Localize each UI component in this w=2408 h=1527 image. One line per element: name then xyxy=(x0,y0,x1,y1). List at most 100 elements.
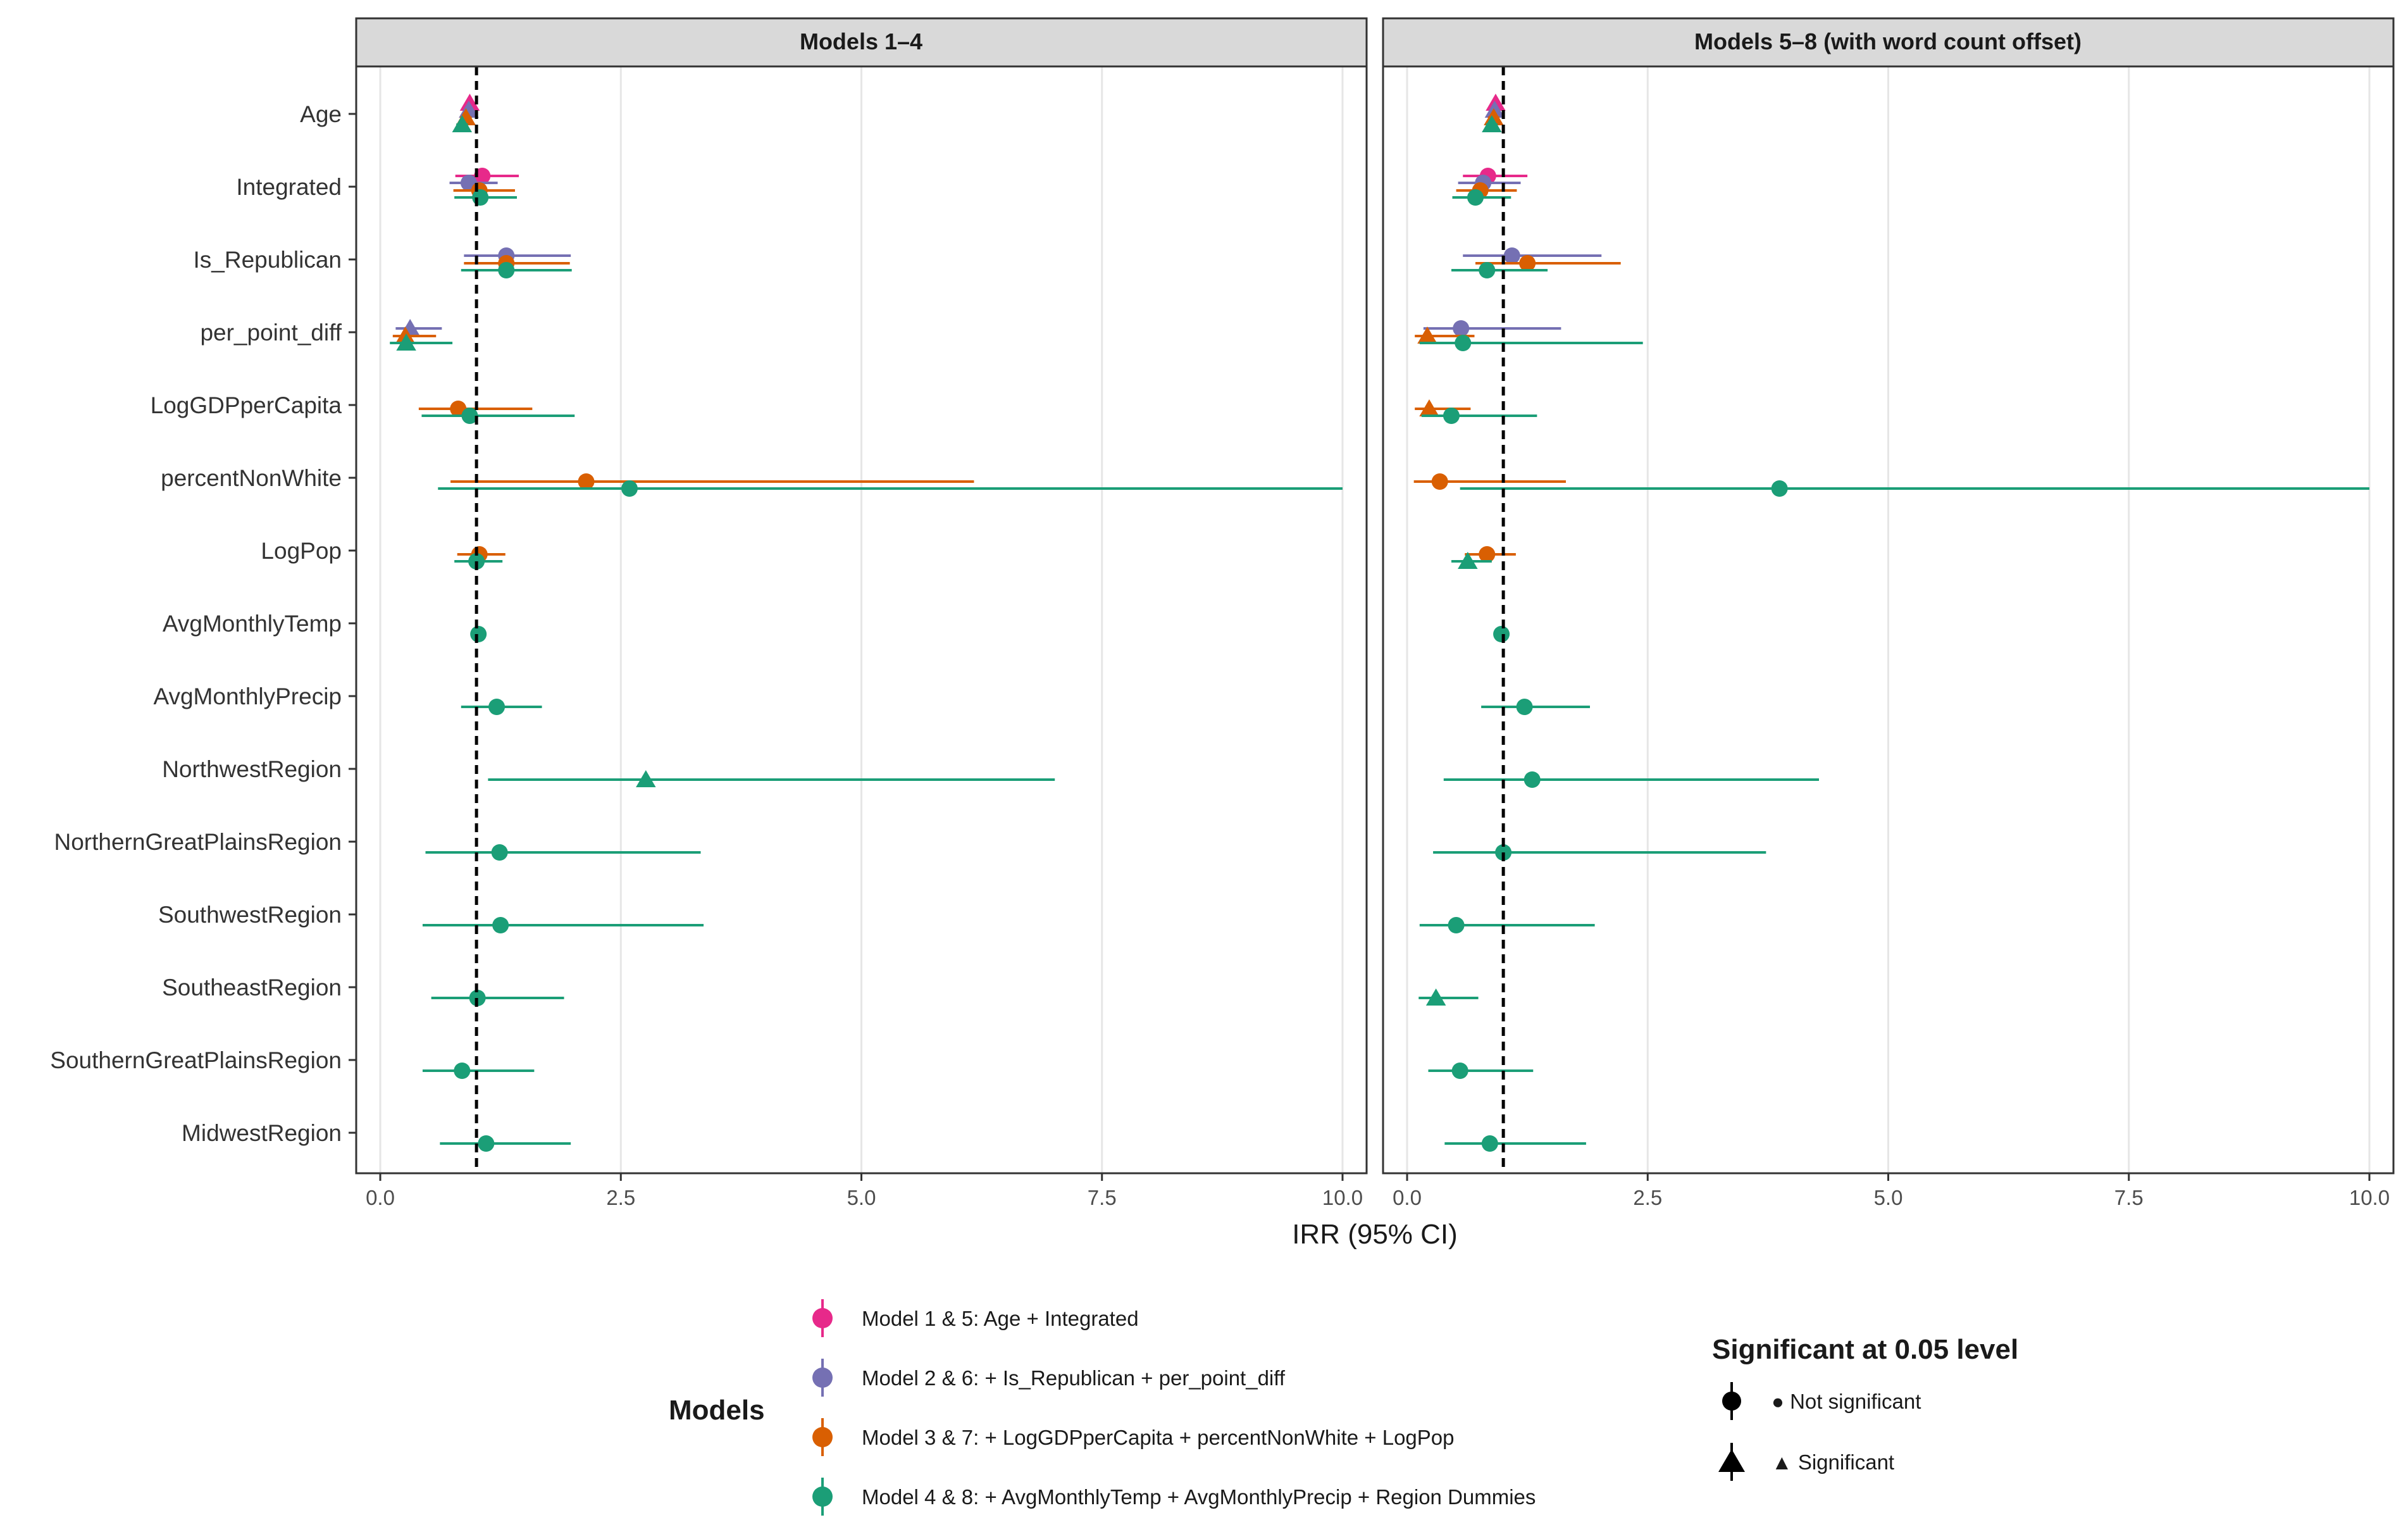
estimate-Is_Republican-model-2 xyxy=(1463,247,1602,264)
x-tick-label: 5.0 xyxy=(1874,1186,1903,1209)
point-not-significant xyxy=(1431,473,1448,490)
category-label: SoutheastRegion xyxy=(162,975,342,1000)
estimate-AvgMonthlyTemp-model-4 xyxy=(470,626,487,642)
legend-key-point xyxy=(812,1368,833,1388)
point-not-significant xyxy=(472,189,489,206)
x-axis-title: IRR (95% CI) xyxy=(1292,1219,1458,1250)
estimate-LogPop-model-4 xyxy=(1451,552,1492,569)
legend-label: Model 1 & 5: Age + Integrated xyxy=(862,1307,1139,1330)
point-not-significant xyxy=(491,844,508,861)
x-tick-label: 7.5 xyxy=(2114,1186,2144,1209)
category-label: NorthwestRegion xyxy=(162,756,342,782)
point-not-significant xyxy=(1448,917,1465,933)
models-legend-item-3: Model 3 & 7: + LogGDPperCapita + percent… xyxy=(812,1418,1455,1456)
point-significant xyxy=(1486,94,1506,111)
point-not-significant xyxy=(470,626,487,642)
estimate-per_point_diff-model-4 xyxy=(390,333,453,351)
models-legend: Models Model 1 & 5: Age + Integrated Mode… xyxy=(669,1299,1536,1516)
category-label: percentNonWhite xyxy=(161,465,342,491)
estimate-Is_Republican-model-4 xyxy=(461,262,572,278)
category-label: Age xyxy=(300,101,342,127)
estimate-NorthwestRegion-model-4 xyxy=(1443,771,1819,788)
point-significant xyxy=(452,115,473,132)
point-not-significant xyxy=(454,1063,471,1079)
significance-legend: Significant at 0.05 level ● Not signific… xyxy=(1712,1334,2018,1481)
point-not-significant xyxy=(1524,771,1541,788)
x-tick-label: 0.0 xyxy=(1393,1186,1422,1209)
legend-key-point xyxy=(812,1427,833,1447)
x-tick-label: 10.0 xyxy=(1322,1186,1363,1209)
estimate-percentNonWhite-model-3 xyxy=(450,473,974,490)
estimate-MidwestRegion-model-4 xyxy=(440,1135,571,1152)
estimate-SouthwestRegion-model-4 xyxy=(1419,917,1595,933)
significance-legend-item-2: ▲ Significant xyxy=(1718,1443,1894,1481)
estimate-NorthernGreatPlainsRegion-model-4 xyxy=(425,844,701,861)
x-tick-label: 5.0 xyxy=(847,1186,876,1209)
category-label: AvgMonthlyPrecip xyxy=(153,683,342,709)
point-not-significant xyxy=(1771,480,1788,497)
estimate-Age-model-4 xyxy=(1482,115,1502,132)
significance-legend-item-1: ● Not significant xyxy=(1722,1382,1921,1420)
legend-label: Model 2 & 6: + Is_Republican + per_point… xyxy=(862,1366,1286,1390)
point-not-significant xyxy=(488,699,506,715)
estimate-AvgMonthlyPrecip-model-4 xyxy=(1481,699,1591,715)
point-not-significant xyxy=(474,168,491,184)
estimate-Is_Republican-model-4 xyxy=(1451,262,1548,278)
models-legend-title: Models xyxy=(669,1395,765,1426)
estimate-LogPop-model-3 xyxy=(1465,546,1516,563)
point-not-significant xyxy=(498,262,515,278)
estimate-percentNonWhite-model-4 xyxy=(438,480,1343,497)
point-significant xyxy=(1458,552,1478,569)
x-tick-label: 2.5 xyxy=(1633,1186,1662,1209)
estimate-MidwestRegion-model-4 xyxy=(1444,1135,1586,1152)
category-label: Is_Republican xyxy=(194,247,342,273)
estimate-Age-model-4 xyxy=(452,115,473,132)
point-significant xyxy=(1484,101,1505,118)
estimate-AvgMonthlyTemp-model-4 xyxy=(1493,626,1510,642)
point-not-significant xyxy=(1453,320,1470,337)
point-not-significant xyxy=(1493,626,1510,642)
point-not-significant xyxy=(492,917,509,933)
point-significant xyxy=(636,770,656,787)
point-significant xyxy=(1417,327,1437,344)
estimate-LogGDPperCapita-model-3 xyxy=(1415,399,1471,416)
legend-key-triangle xyxy=(1718,1449,1745,1472)
x-tick-label: 2.5 xyxy=(606,1186,635,1209)
point-significant xyxy=(459,94,480,111)
point-not-significant xyxy=(478,1135,495,1152)
estimate-SouthernGreatPlainsRegion-model-4 xyxy=(1428,1063,1534,1079)
point-not-significant xyxy=(1516,699,1533,715)
point-significant xyxy=(1425,988,1446,1006)
point-not-significant xyxy=(1479,262,1496,278)
legend-label: ● Not significant xyxy=(1772,1390,1921,1413)
estimate-Integrated-model-4 xyxy=(1452,189,1511,206)
x-tick-label: 10.0 xyxy=(2349,1186,2390,1209)
estimate-SouthwestRegion-model-4 xyxy=(422,917,704,933)
point-not-significant xyxy=(1479,546,1496,563)
point-not-significant xyxy=(1519,255,1536,271)
estimate-per_point_diff-model-4 xyxy=(1419,335,1643,351)
category-label: MidwestRegion xyxy=(182,1120,342,1146)
legend-key-point xyxy=(812,1308,833,1328)
significance-legend-title: Significant at 0.05 level xyxy=(1712,1334,2018,1365)
point-not-significant xyxy=(1443,408,1460,424)
facet-strip xyxy=(355,17,1368,68)
point-significant xyxy=(1482,115,1502,132)
facet-models-1-4: Models 1–4 0.0 2.5 5.0 7.5 10.0 xyxy=(355,17,1368,1209)
facet-models-5-8: Models 5–8 (with word count offset) 0.0 2… xyxy=(1382,17,2395,1209)
category-label: per_point_diff xyxy=(200,320,342,346)
point-significant xyxy=(396,333,416,351)
estimate-LogGDPperCapita-model-4 xyxy=(1421,408,1537,424)
estimate-SoutheastRegion-model-4 xyxy=(1418,988,1479,1006)
category-label: NorthernGreatPlainsRegion xyxy=(54,829,342,855)
point-not-significant xyxy=(578,473,595,490)
estimate-per_point_diff-model-3 xyxy=(392,327,437,344)
x-tick-label: 7.5 xyxy=(1088,1186,1117,1209)
estimate-NorthwestRegion-model-4 xyxy=(488,770,1055,787)
point-not-significant xyxy=(621,480,638,497)
category-label: Integrated xyxy=(236,174,342,200)
point-significant xyxy=(395,327,416,344)
estimate-percentNonWhite-model-3 xyxy=(1413,473,1566,490)
estimate-AvgMonthlyPrecip-model-4 xyxy=(461,699,542,715)
